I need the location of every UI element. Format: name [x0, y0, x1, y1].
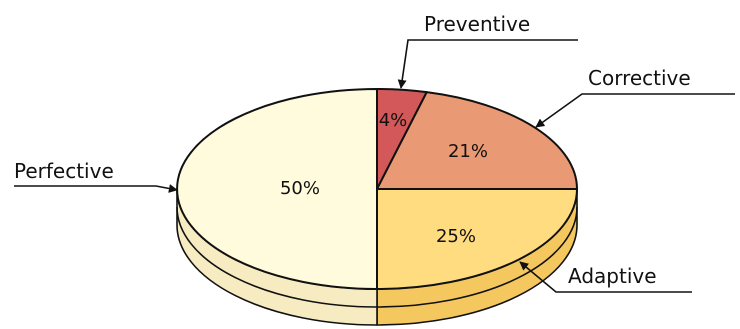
- category-label-perfective: Perfective: [14, 159, 114, 183]
- callout-leaders: [14, 39, 735, 293]
- value-label-adaptive: 25%: [436, 226, 476, 247]
- category-labels: Preventive Corrective Adaptive Perfectiv…: [14, 12, 691, 288]
- adaptive-leader-line: [519, 261, 692, 293]
- corrective-leader-line: [535, 93, 735, 128]
- category-label-preventive: Preventive: [424, 12, 530, 36]
- value-label-perfective: 50%: [280, 178, 320, 199]
- category-label-corrective: Corrective: [588, 66, 691, 90]
- preventive-leader-line: [397, 39, 578, 89]
- perfective-leader-line: [14, 184, 178, 193]
- slice-value-labels: 4% 21% 25% 50%: [280, 110, 488, 247]
- value-label-corrective: 21%: [448, 141, 488, 162]
- value-label-preventive: 4%: [379, 110, 408, 131]
- pie-slice-adaptive: [376, 188, 578, 290]
- pie-slice-corrective: [376, 91, 578, 190]
- side-rim-line: [176, 206, 578, 308]
- category-label-adaptive: Adaptive: [568, 264, 657, 288]
- pie-top-slices: [176, 88, 578, 290]
